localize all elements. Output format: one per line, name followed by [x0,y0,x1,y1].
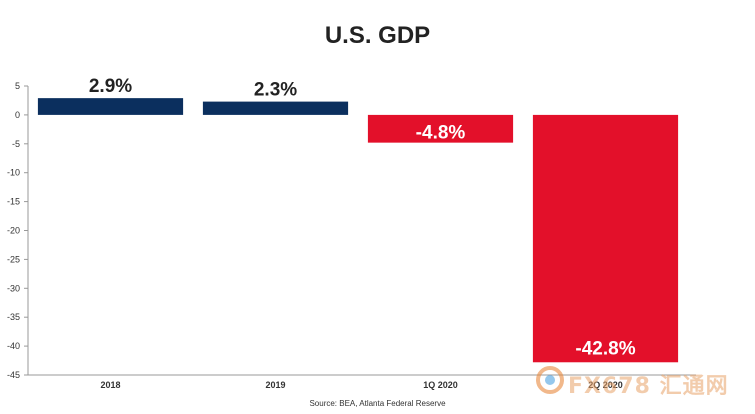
bar-2018 [37,98,184,115]
fx678-logo-icon [536,366,564,394]
y-tick-label: 0 [15,110,20,120]
data-label: 2.3% [254,80,297,101]
data-label: 2.9% [89,76,132,97]
source-note: Source: BEA, Atlanta Federal Reserve [309,399,446,408]
bar-2019 [202,101,349,115]
x-category-label: 2018 [100,380,120,390]
x-category-label: 2019 [265,380,285,390]
y-tick-label: -35 [7,312,20,322]
watermark: FX678 汇通网 [530,362,750,402]
y-tick-label: -30 [7,283,20,293]
y-tick-label: -5 [12,139,20,149]
bar-2q-2020 [532,114,679,363]
bar-1q-2020 [367,114,514,143]
data-label: -42.8% [575,338,635,359]
data-label: -4.8% [416,123,466,144]
y-tick-label: -45 [7,370,20,380]
y-tick-label: -15 [7,197,20,207]
y-tick-label: -10 [7,168,20,178]
chart-title: U.S. GDP [324,22,431,49]
watermark-text: FX678 汇通网 [568,374,729,399]
y-tick-label: -40 [7,341,20,351]
x-category-label: 1Q 2020 [423,380,458,390]
x-category-label: 2Q 2020 [588,380,623,390]
y-tick-label: 5 [15,81,20,91]
y-tick-label: -20 [7,226,20,236]
y-tick-label: -25 [7,254,20,264]
